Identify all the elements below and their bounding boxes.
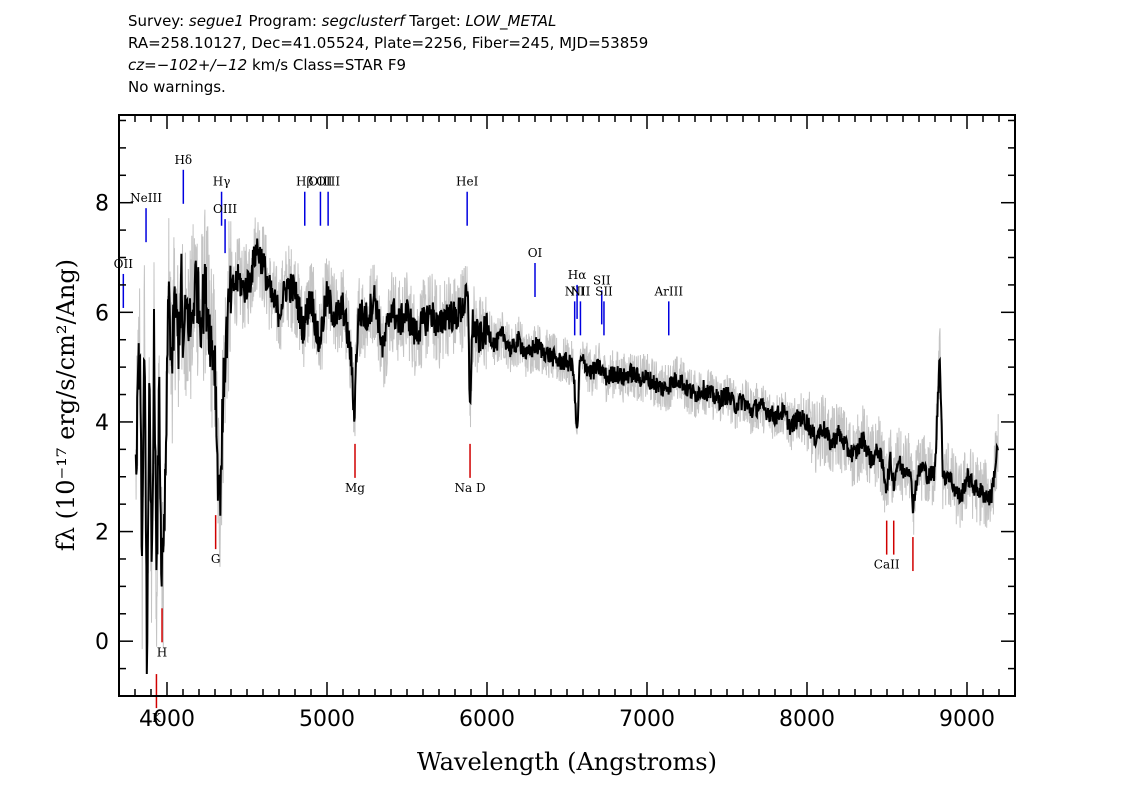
line-label: Hδ bbox=[174, 153, 192, 167]
line-label: Hγ bbox=[213, 175, 231, 189]
line-label: HeI bbox=[456, 175, 479, 189]
line-label: CaII bbox=[874, 558, 900, 572]
program-value: segclusterf bbox=[321, 12, 405, 30]
x-tick-label: 7000 bbox=[619, 707, 675, 732]
line-label: ArIII bbox=[653, 284, 683, 298]
target-value: LOW_METAL bbox=[465, 12, 557, 30]
line-label: Na D bbox=[454, 481, 485, 495]
y-tick-label: 6 bbox=[95, 301, 109, 326]
line-label: K bbox=[152, 711, 162, 725]
header-line-warnings: No warnings. bbox=[128, 78, 226, 96]
survey-value: segue1 bbox=[188, 12, 244, 30]
x-tick-label: 8000 bbox=[779, 707, 835, 732]
line-label: SII bbox=[593, 273, 611, 287]
survey-label: Survey: bbox=[128, 12, 189, 30]
line-label: SII bbox=[595, 284, 613, 298]
y-tick-label: 8 bbox=[95, 192, 109, 217]
plot-frame bbox=[118, 114, 1016, 697]
header-line-survey: Survey: segue1 Program: segclusterf Targ… bbox=[128, 10, 648, 32]
y-tick-label: 4 bbox=[95, 411, 109, 436]
line-label: OIII bbox=[308, 175, 332, 189]
line-label: NeIII bbox=[130, 191, 162, 205]
line-label: OIII bbox=[213, 202, 237, 216]
program-label: Program: bbox=[243, 12, 322, 30]
header-line-coordinates: RA=258.10127, Dec=41.05524, Plate=2256, … bbox=[128, 34, 649, 52]
line-label: OI bbox=[528, 246, 543, 260]
cz-value: cz=−102+/−12 bbox=[128, 56, 248, 74]
line-label: OIII bbox=[316, 175, 340, 189]
line-label: G bbox=[211, 552, 221, 566]
series-layer bbox=[134, 238, 999, 675]
header-line-redshift: cz=−102+/−12 km/s Class=STAR F9 bbox=[128, 54, 648, 76]
line-label: NII bbox=[570, 284, 590, 298]
flux-series-line bbox=[134, 238, 999, 675]
spectrum-header: Survey: segue1 Program: segclusterf Targ… bbox=[128, 10, 648, 98]
x-tick-label: 9000 bbox=[939, 707, 995, 732]
target-label: Target: bbox=[404, 12, 466, 30]
class-value: km/s Class=STAR F9 bbox=[247, 56, 407, 74]
line-label: Hβ bbox=[296, 175, 313, 189]
x-axis-title: Wavelength (Angstroms) bbox=[417, 748, 717, 776]
line-label: OII bbox=[114, 257, 134, 271]
line-label: NII bbox=[565, 284, 585, 298]
y-tick-label: 2 bbox=[95, 521, 109, 546]
x-tick-label: 5000 bbox=[299, 707, 355, 732]
line-label: Mg bbox=[345, 481, 365, 495]
x-tick-label: 6000 bbox=[459, 707, 515, 732]
axis-ticks: 4000 5000 6000 7000 8000 9000 0 2 4 6 8 bbox=[95, 115, 1016, 732]
x-tick-label: 4000 bbox=[139, 707, 195, 732]
y-axis-title: fλ (10⁻¹⁷ erg/s/cm²/Ang) bbox=[52, 259, 80, 551]
y-tick-label: 0 bbox=[95, 630, 109, 655]
line-label: Hα bbox=[568, 268, 587, 282]
line-label: H bbox=[157, 645, 167, 659]
